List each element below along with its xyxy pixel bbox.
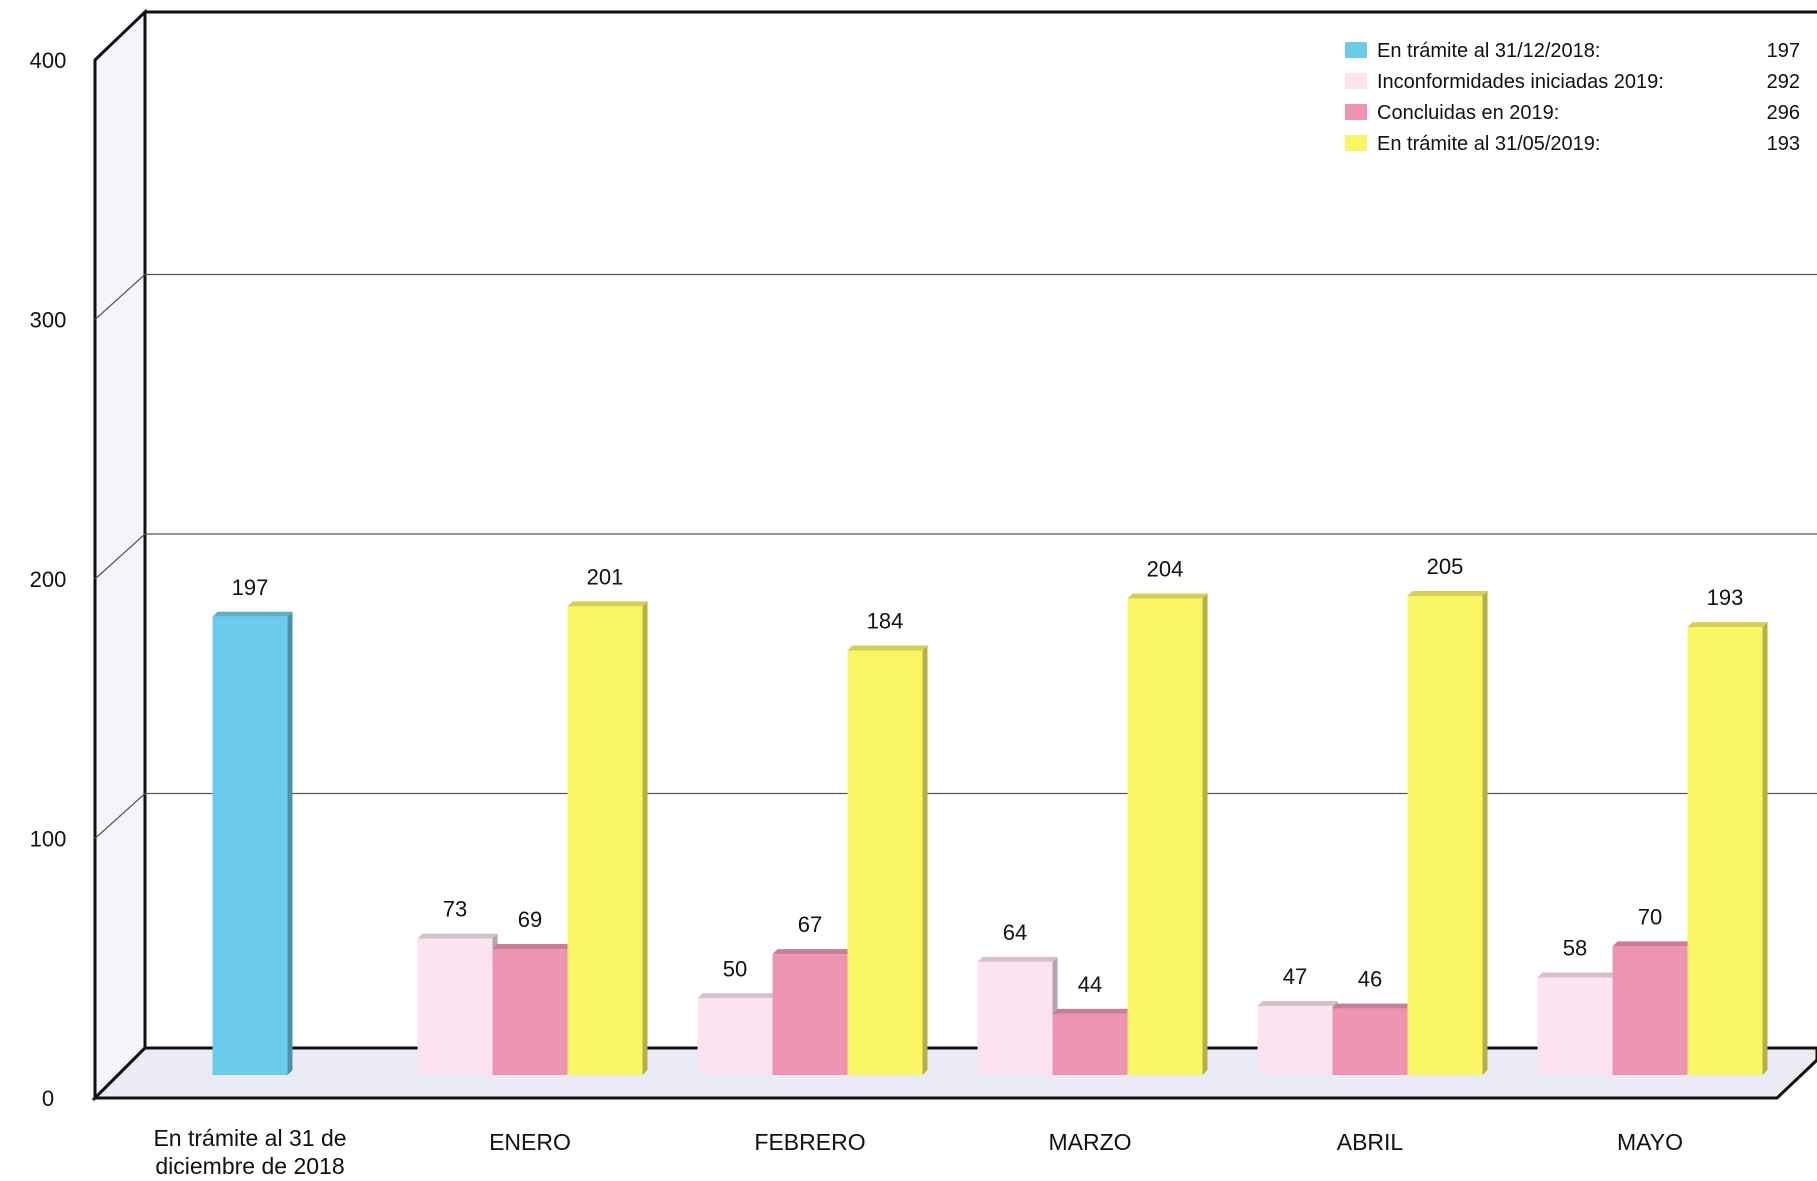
bar-top (977, 956, 1058, 962)
legend-total: 296 (1767, 102, 1800, 124)
data-label: 201 (587, 564, 624, 589)
data-label: 73 (443, 897, 467, 922)
y-tick-label: 100 (30, 827, 67, 852)
bar-side (642, 601, 648, 1075)
x-tick-label: MARZO (1048, 1129, 1131, 1155)
chart-frame (91, 8, 1817, 1102)
legend-swatch (1345, 104, 1367, 120)
gridline-depth (94, 793, 146, 839)
bar-top (212, 611, 293, 617)
data-label: 67 (798, 912, 822, 937)
data-label: 193 (1707, 585, 1744, 610)
bar (772, 954, 848, 1075)
y-tick-label: 300 (30, 308, 67, 333)
data-label: 204 (1147, 557, 1184, 582)
bar-top (1332, 1003, 1413, 1009)
bar (1537, 977, 1613, 1075)
x-tick-label: En trámite al 31 de diciembre de 2018 (153, 1125, 346, 1179)
x-tick-label-line: MAYO (1617, 1129, 1683, 1155)
x-axis-categories: En trámite al 31 de diciembre de 2018 ENER… (153, 1125, 1683, 1179)
bar-top (697, 993, 778, 999)
y-tick-label: 200 (30, 567, 67, 592)
data-label: 50 (723, 956, 747, 981)
x-tick-label: ENERO (489, 1129, 571, 1155)
bar-top (1612, 941, 1693, 947)
data-label: 64 (1003, 920, 1027, 945)
legend-total: 197 (1767, 40, 1800, 62)
y-axis-ticks: 0 100 200 300 400 (30, 48, 67, 1111)
data-label: 47 (1283, 964, 1307, 989)
x-tick-label: MAYO (1617, 1129, 1683, 1155)
legend-swatch (1345, 42, 1367, 58)
legend-label: Inconformidades iniciadas 2019: (1377, 71, 1664, 93)
bar-side (922, 645, 928, 1075)
bars (212, 591, 1768, 1075)
bar (697, 998, 773, 1075)
bar-top (1052, 1008, 1133, 1014)
bar (1257, 1006, 1333, 1075)
bar (1052, 1013, 1128, 1075)
bar-side (1202, 593, 1208, 1075)
data-label: 69 (518, 907, 542, 932)
bar (1332, 1008, 1408, 1075)
left-wall (93, 8, 147, 1102)
bar (847, 650, 923, 1075)
data-label: 184 (867, 609, 904, 634)
legend-swatch (1345, 73, 1367, 89)
bar (1612, 946, 1688, 1075)
data-labels: 197 73 69 201 50 67 184 64 44 204 47 46 205 58 70 193 (232, 554, 1744, 997)
x-tick-label-line: FEBRERO (754, 1129, 865, 1155)
bar-top (1127, 593, 1208, 599)
bar-top (847, 645, 928, 651)
x-tick-label-line: diciembre de 2018 (155, 1153, 344, 1179)
bar-top (1257, 1001, 1338, 1007)
legend-label: En trámite al 31/05/2019: (1377, 133, 1600, 155)
legend-swatch (1345, 135, 1367, 151)
legend-label: En trámite al 31/12/2018: (1377, 40, 1600, 62)
x-tick-label-line: ABRIL (1337, 1129, 1404, 1155)
x-tick-label-line: MARZO (1048, 1129, 1131, 1155)
bar-top (567, 601, 648, 607)
back-wall (145, 12, 1817, 1048)
x-tick-label-line: En trámite al 31 de (153, 1125, 346, 1151)
gridlines (94, 273, 1817, 839)
bar-top (772, 949, 853, 955)
gridline-depth (94, 533, 146, 580)
x-tick-label: FEBRERO (754, 1129, 865, 1155)
bar-side (1762, 622, 1768, 1075)
bar-top (492, 943, 573, 949)
bar-side (287, 611, 293, 1075)
bar (1407, 596, 1483, 1075)
x-tick-label: ABRIL (1337, 1129, 1404, 1155)
bar-top (1407, 591, 1488, 597)
legend-total: 193 (1767, 133, 1800, 155)
data-label: 70 (1638, 904, 1662, 929)
y-tick-label: 0 (42, 1086, 54, 1111)
bar (492, 948, 568, 1075)
bar (567, 606, 643, 1075)
data-label: 205 (1427, 554, 1464, 579)
bar (212, 616, 288, 1075)
legend-total: 292 (1767, 71, 1800, 93)
bar (417, 938, 493, 1075)
gridline-depth (94, 274, 146, 320)
bar-top (417, 933, 498, 939)
data-label: 46 (1358, 967, 1382, 992)
legend-label: Concluidas en 2019: (1377, 102, 1559, 124)
data-label: 44 (1078, 972, 1102, 997)
bar (1687, 627, 1763, 1075)
data-label: 197 (232, 575, 269, 600)
bar-top (1537, 972, 1618, 978)
bar-side (1482, 591, 1488, 1075)
bar (1127, 598, 1203, 1075)
bar (977, 961, 1053, 1075)
data-label: 58 (1563, 935, 1587, 960)
x-tick-label-line: ENERO (489, 1129, 571, 1155)
y-tick-label: 400 (30, 48, 67, 73)
bar-top (1687, 622, 1768, 628)
legend: En trámite al 31/12/2018: 197 Inconformida… (1345, 40, 1800, 155)
